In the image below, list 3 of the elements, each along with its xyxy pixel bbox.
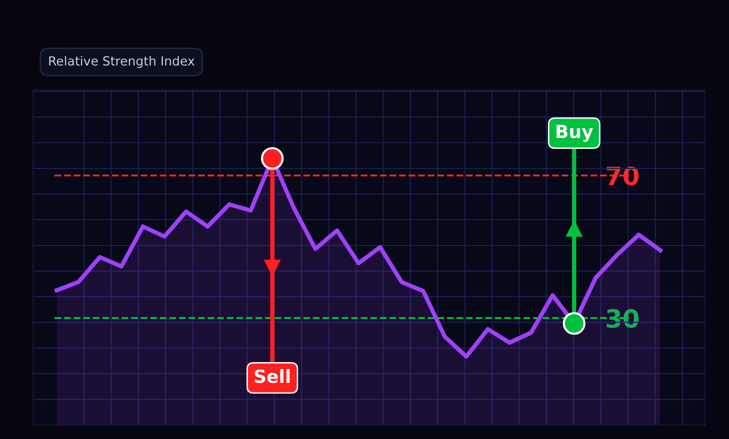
chart-title: Relative Strength Index xyxy=(49,56,194,68)
text: Buy xyxy=(556,124,593,142)
text: Sell xyxy=(254,369,290,384)
